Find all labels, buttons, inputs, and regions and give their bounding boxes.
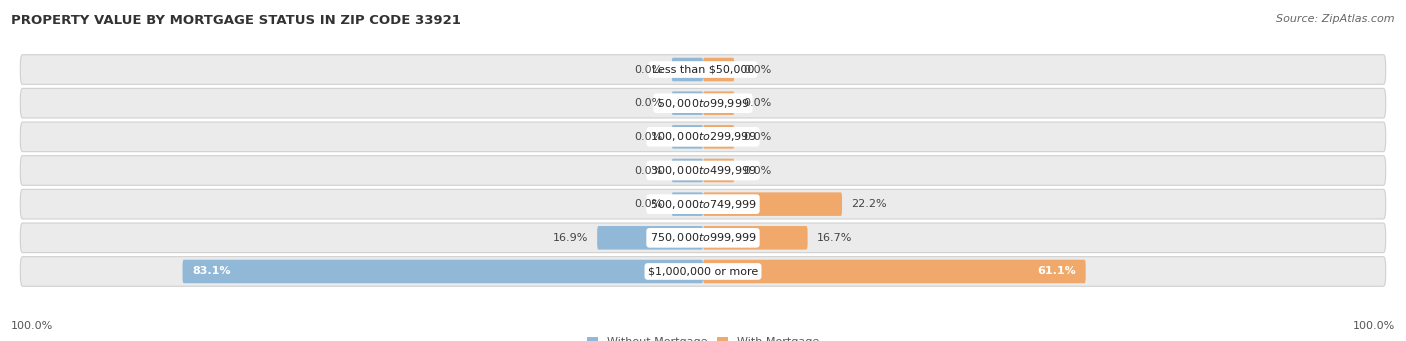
FancyBboxPatch shape xyxy=(703,260,1085,283)
FancyBboxPatch shape xyxy=(672,125,703,149)
Text: 16.7%: 16.7% xyxy=(817,233,852,243)
Text: 61.1%: 61.1% xyxy=(1038,266,1076,277)
Text: $100,000 to $299,999: $100,000 to $299,999 xyxy=(650,130,756,143)
FancyBboxPatch shape xyxy=(20,156,1386,185)
Text: 83.1%: 83.1% xyxy=(193,266,231,277)
FancyBboxPatch shape xyxy=(20,189,1386,219)
FancyBboxPatch shape xyxy=(598,226,703,250)
FancyBboxPatch shape xyxy=(672,58,703,81)
Text: PROPERTY VALUE BY MORTGAGE STATUS IN ZIP CODE 33921: PROPERTY VALUE BY MORTGAGE STATUS IN ZIP… xyxy=(11,14,461,27)
Text: 0.0%: 0.0% xyxy=(744,98,772,108)
FancyBboxPatch shape xyxy=(20,257,1386,286)
Text: 0.0%: 0.0% xyxy=(744,132,772,142)
Text: 0.0%: 0.0% xyxy=(744,165,772,176)
Text: 0.0%: 0.0% xyxy=(744,64,772,75)
Text: 100.0%: 100.0% xyxy=(11,321,53,331)
Text: 100.0%: 100.0% xyxy=(1353,321,1395,331)
Legend: Without Mortgage, With Mortgage: Without Mortgage, With Mortgage xyxy=(582,332,824,341)
FancyBboxPatch shape xyxy=(703,125,734,149)
FancyBboxPatch shape xyxy=(20,88,1386,118)
Text: Less than $50,000: Less than $50,000 xyxy=(652,64,754,75)
FancyBboxPatch shape xyxy=(20,223,1386,253)
Text: 0.0%: 0.0% xyxy=(634,64,662,75)
Text: Source: ZipAtlas.com: Source: ZipAtlas.com xyxy=(1277,14,1395,24)
Text: 0.0%: 0.0% xyxy=(634,199,662,209)
FancyBboxPatch shape xyxy=(183,260,703,283)
FancyBboxPatch shape xyxy=(672,159,703,182)
Text: 16.9%: 16.9% xyxy=(553,233,588,243)
FancyBboxPatch shape xyxy=(703,159,734,182)
Text: 22.2%: 22.2% xyxy=(852,199,887,209)
FancyBboxPatch shape xyxy=(20,55,1386,84)
Text: $1,000,000 or more: $1,000,000 or more xyxy=(648,266,758,277)
FancyBboxPatch shape xyxy=(20,122,1386,152)
FancyBboxPatch shape xyxy=(703,58,734,81)
Text: 0.0%: 0.0% xyxy=(634,98,662,108)
Text: $50,000 to $99,999: $50,000 to $99,999 xyxy=(657,97,749,110)
FancyBboxPatch shape xyxy=(703,192,842,216)
Text: 0.0%: 0.0% xyxy=(634,165,662,176)
Text: $300,000 to $499,999: $300,000 to $499,999 xyxy=(650,164,756,177)
Text: $500,000 to $749,999: $500,000 to $749,999 xyxy=(650,198,756,211)
FancyBboxPatch shape xyxy=(672,192,703,216)
Text: 0.0%: 0.0% xyxy=(634,132,662,142)
FancyBboxPatch shape xyxy=(703,91,734,115)
Text: $750,000 to $999,999: $750,000 to $999,999 xyxy=(650,231,756,244)
FancyBboxPatch shape xyxy=(703,226,807,250)
FancyBboxPatch shape xyxy=(672,91,703,115)
